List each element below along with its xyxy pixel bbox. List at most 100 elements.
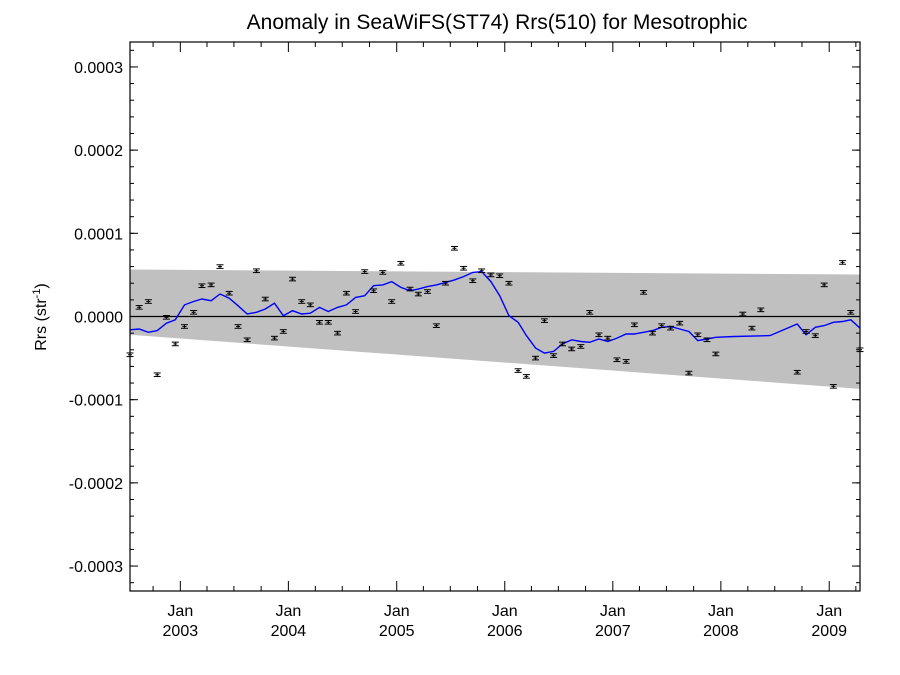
anomaly-point [577,344,585,349]
anomaly-point [703,337,711,343]
chart-title: Anomaly in SeaWiFS(ST74) Rrs(510) for Me… [247,11,748,34]
anomaly-point [334,330,342,336]
anomaly-point [595,332,603,338]
y-tick-label: -0.0001 [69,393,123,410]
trend-series-line [129,270,861,354]
anomaly-point [676,320,684,326]
x-tick-year-label: 2003 [163,623,199,640]
anomaly-point [478,268,486,274]
x-tick-year-label: 2008 [703,623,739,640]
anomaly-point [694,332,702,338]
y-tick-label: 0.0003 [74,60,123,77]
trend-line [129,270,861,354]
x-tick-month-label: Jan [708,603,734,620]
confidence-band [130,269,860,389]
anomaly-point [648,330,656,336]
x-tick-year-label: 2005 [379,623,415,640]
anomaly-point [532,355,540,361]
anomaly-point [622,359,630,364]
x-tick-year-label: 2006 [487,623,523,640]
anomaly-point [522,374,530,379]
y-axis: 0.0003 0.0002 0.0001 0.0000 -0.0001 -0.0002 -0… [69,49,860,584]
y-tick-label: 0.0000 [74,310,123,327]
x-tick-year-label: 2009 [811,623,847,640]
anomaly-point [450,245,458,251]
anomaly-point [342,290,350,296]
anomaly-points [126,245,864,389]
anomaly-point [144,299,152,304]
y-axis-label-close: ) [33,283,50,288]
anomaly-point [324,320,332,325]
anomaly-point [793,369,801,375]
anomaly-point [757,307,765,313]
x-tick-year-label: 2004 [271,623,307,640]
anomaly-point [261,296,269,302]
anomaly-point [630,322,638,328]
anomaly-point [568,346,576,352]
anomaly-point [270,335,278,341]
anomaly-point [820,282,828,288]
anomaly-point [388,299,396,304]
anomaly-point [406,286,414,292]
anomaly-point [198,283,206,289]
anomaly-point [352,309,360,314]
anomaly-point [558,341,566,347]
x-tick-year-label: 2007 [595,623,631,640]
anomaly-point [216,264,224,269]
anomaly-point [496,273,504,279]
anomaly-point [613,357,621,363]
y-axis-label-text: Rrs (str [33,298,50,351]
anomaly-point [279,329,287,334]
anomaly-point [460,265,468,271]
x-tick-month-label: Jan [275,603,301,620]
anomaly-point [361,269,369,274]
anomaly-point [487,272,495,278]
anomaly-point [225,290,233,296]
y-axis-label: Rrs (str-1) [31,283,50,351]
y-tick-label: 0.0001 [74,226,123,243]
anomaly-point [811,333,819,338]
anomaly-point [162,315,170,320]
x-tick-month-label: Jan [600,603,626,620]
anomaly-point [243,337,251,343]
anomaly-point [153,372,161,378]
band-polygon [130,269,860,389]
anomaly-point [685,370,693,376]
anomaly-point [469,278,477,284]
anomaly-point [234,324,242,329]
anomaly-point [315,320,323,325]
anomaly-point [414,291,422,297]
anomaly-point [739,311,747,317]
anomaly-point [207,282,215,288]
x-tick-month-label: Jan [816,603,842,620]
anomaly-point [424,289,432,294]
anomaly-point [748,325,756,331]
x-tick-month-label: Jan [384,603,410,620]
anomaly-point [306,302,314,308]
anomaly-point [135,305,143,310]
x-tick-month-label: Jan [167,603,193,620]
anomaly-point [550,353,558,358]
anomaly-point [171,341,179,347]
anomaly-point [514,368,522,373]
y-axis-label-sup: -1 [31,289,43,299]
anomaly-point [379,270,387,275]
anomaly-point [658,323,666,328]
anomaly-point [829,384,837,389]
anomaly-point [802,329,810,334]
anomaly-point [712,351,720,357]
anomaly-point [442,280,450,286]
x-tick-month-label: Jan [492,603,518,620]
anomaly-point [289,276,297,282]
anomaly-point [252,268,260,274]
x-axis: Jan 2003 Jan 2004 Jan 2005 Jan 2006 Jan 2007 Jan 20… [152,42,857,640]
y-tick-label: -0.0002 [69,476,123,493]
anomaly-point [640,290,648,295]
anomaly-point [190,310,198,315]
anomaly-point [397,260,405,266]
y-tick-label: -0.0003 [69,559,123,576]
anomaly-point [370,288,378,294]
anomaly-point [667,325,675,331]
anomaly-point [432,323,440,328]
